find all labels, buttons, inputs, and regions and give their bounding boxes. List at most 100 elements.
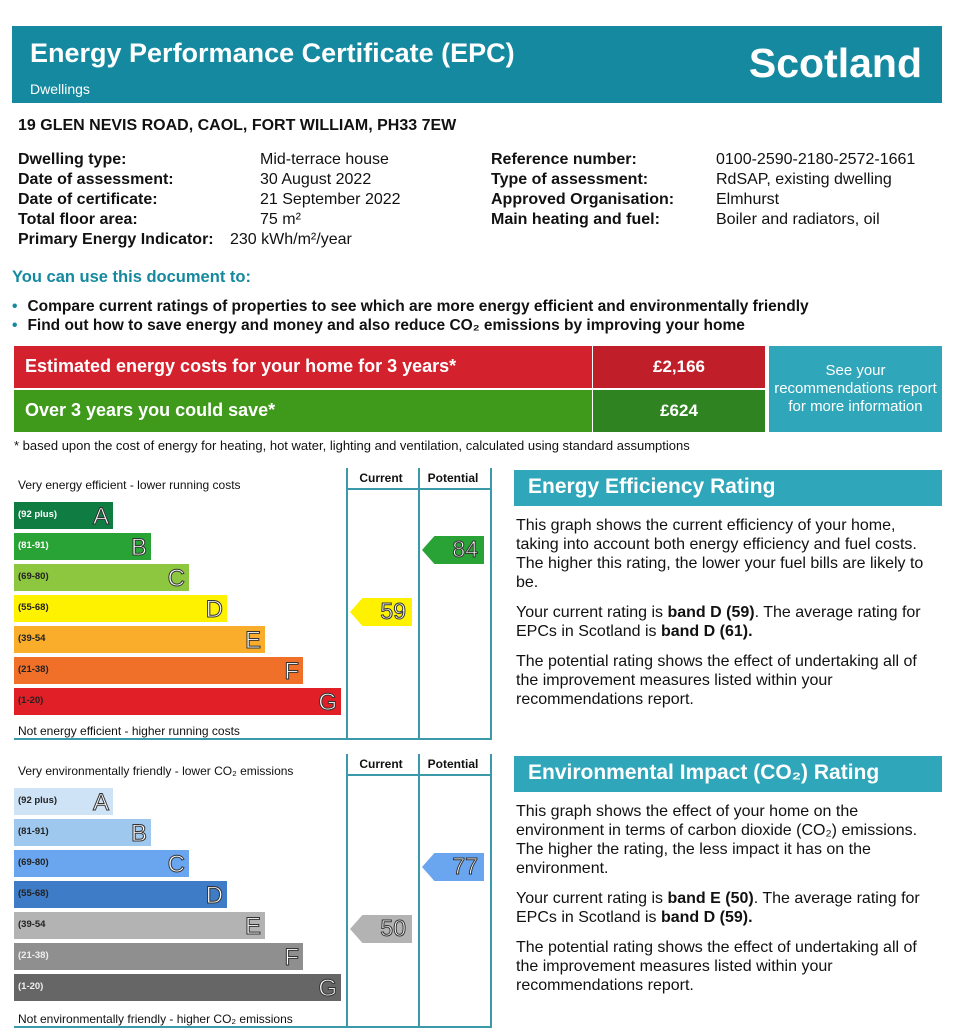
band-range: (1-20) <box>18 981 44 992</box>
average-band: band D (59). <box>660 909 753 926</box>
detail-row: Date of assessment: 30 August 2022 <box>18 170 401 190</box>
band-range: (55-68) <box>18 602 49 613</box>
band-letter: F <box>284 944 300 972</box>
band-bar-C: (69-80) C <box>14 850 189 879</box>
bottom-border <box>14 1026 492 1028</box>
band-bar-E: (39-54 E <box>14 912 265 941</box>
potential-rating-arrow: 77 <box>422 853 484 881</box>
potential-rating-value: 77 <box>452 853 479 880</box>
detail-value: 21 September 2022 <box>260 191 401 208</box>
panel-heading: Energy Efficiency Rating <box>514 470 942 506</box>
panel-heading: Environmental Impact (CO₂) Rating <box>514 756 942 792</box>
detail-label: Reference number: <box>491 151 637 168</box>
document-subtitle: Dwellings <box>30 81 90 97</box>
panel-text: This graph shows the current efficiency … <box>516 517 924 591</box>
detail-label: Date of certificate: <box>18 191 158 208</box>
bullet-icon: • <box>12 317 18 334</box>
savings-label: Over 3 years you could save* <box>14 390 592 432</box>
detail-label: Date of assessment: <box>18 171 174 188</box>
band-bar-C: (69-80) C <box>14 564 189 593</box>
band-bar-F: (21-38) F <box>14 943 303 972</box>
band-letter: E <box>244 913 261 941</box>
text: . The average rating for EPCs in Scotlan… <box>516 604 921 640</box>
recommendations-link[interactable]: See your recommendations report for more… <box>769 346 942 432</box>
detail-label: Dwelling type: <box>18 151 127 168</box>
estimated-cost-label: Estimated energy costs for your home for… <box>14 346 592 388</box>
top-label: Very environmentally friendly - lower CO… <box>18 764 294 778</box>
band-bar-G: (1-20) G <box>14 974 341 1003</box>
column-divider <box>418 468 420 740</box>
column-divider <box>346 754 348 1028</box>
band-letter: G <box>318 689 338 717</box>
column-divider <box>490 754 492 1028</box>
property-address: 19 GLEN NEVIS ROAD, CAOL, FORT WILLIAM, … <box>18 117 457 134</box>
environmental-impact-chart: Very environmentally friendly - lower CO… <box>12 754 492 1028</box>
band-letter: D <box>205 596 223 624</box>
band-range: (81-91) <box>18 540 49 551</box>
detail-row: Reference number: 0100-2590-2180-2572-166… <box>491 150 915 170</box>
detail-label: Approved Organisation: <box>491 191 675 208</box>
detail-value: 75 m² <box>260 211 301 228</box>
band-range: (21-38) <box>18 664 49 675</box>
detail-value: Boiler and radiators, oil <box>716 211 880 228</box>
current-band: band E (50) <box>667 890 754 907</box>
detail-value: 0100-2590-2180-2572-1661 <box>716 151 916 168</box>
energy-rating-panel: Energy Efficiency Rating This graph show… <box>514 470 942 709</box>
average-band: band D (61). <box>660 623 753 640</box>
column-divider <box>418 754 420 1028</box>
potential-header: Potential <box>427 471 479 485</box>
band-bar-A: (92 plus) A <box>14 502 113 531</box>
band-range: (81-91) <box>18 826 49 837</box>
details-right: Reference number: 0100-2590-2180-2572-166… <box>491 150 915 230</box>
current-header: Current <box>359 757 403 771</box>
band-letter: C <box>167 851 185 879</box>
estimated-cost-value: £2,166 <box>593 346 765 388</box>
band-range: (39-54 <box>18 633 46 644</box>
bottom-label: Not environmentally friendly - higher CO… <box>18 1012 293 1026</box>
band-bar-A: (92 plus) A <box>14 788 113 817</box>
band-bar-E: (39-54 E <box>14 626 265 655</box>
column-divider <box>346 468 348 740</box>
band-range: (92 plus) <box>18 795 58 806</box>
current-band: band D (59) <box>667 604 755 621</box>
band-letter: F <box>284 658 300 686</box>
bottom-border <box>14 738 492 740</box>
detail-value: 30 August 2022 <box>260 171 372 188</box>
top-label: Very energy efficient - lower running co… <box>18 478 241 492</box>
band-range: (69-80) <box>18 857 49 868</box>
current-rating-arrow: 59 <box>350 598 412 626</box>
band-bar-D: (55-68) D <box>14 595 227 624</box>
region-label: Scotland <box>748 40 922 86</box>
text: Your current rating is <box>516 890 668 907</box>
band-bar-F: (21-38) F <box>14 657 303 686</box>
text: Your current rating is <box>516 604 668 621</box>
header-divider <box>346 774 492 776</box>
band-range: (55-68) <box>18 888 49 899</box>
detail-value: Elmhurst <box>716 191 780 208</box>
band-bar-D: (55-68) D <box>14 881 227 910</box>
band-bar-B: (81-91) B <box>14 819 151 848</box>
detail-value: Mid-terrace house <box>260 151 389 168</box>
text: . The average rating for EPCs in Scotlan… <box>516 890 920 926</box>
details-left: Dwelling type: Mid-terrace house Date of … <box>18 150 401 250</box>
panel-text: This graph shows the effect of your home… <box>516 803 918 877</box>
savings-value: £624 <box>593 390 765 432</box>
detail-row: Date of certificate: 21 September 2022 <box>18 190 401 210</box>
detail-label: Primary Energy Indicator: <box>18 231 214 248</box>
column-divider <box>490 468 492 740</box>
detail-label: Main heating and fuel: <box>491 211 660 228</box>
potential-header: Potential <box>427 757 479 771</box>
use-heading: You can use this document to: <box>12 268 251 286</box>
band-letter: B <box>130 534 147 562</box>
current-rating-value: 50 <box>380 915 407 942</box>
header-banner: Energy Performance Certificate (EPC) Dwe… <box>12 26 942 103</box>
detail-row: Total floor area: 75 m² <box>18 210 401 230</box>
band-range: (92 plus) <box>18 509 58 520</box>
detail-row: Type of assessment: RdSAP, existing dwell… <box>491 170 915 190</box>
band-bar-B: (81-91) B <box>14 533 151 562</box>
detail-row: Dwelling type: Mid-terrace house <box>18 150 401 170</box>
panel-text: Your current rating is band E (50). The … <box>516 889 942 927</box>
band-letter: E <box>244 627 261 655</box>
bottom-label: Not energy efficient - higher running co… <box>18 724 240 738</box>
